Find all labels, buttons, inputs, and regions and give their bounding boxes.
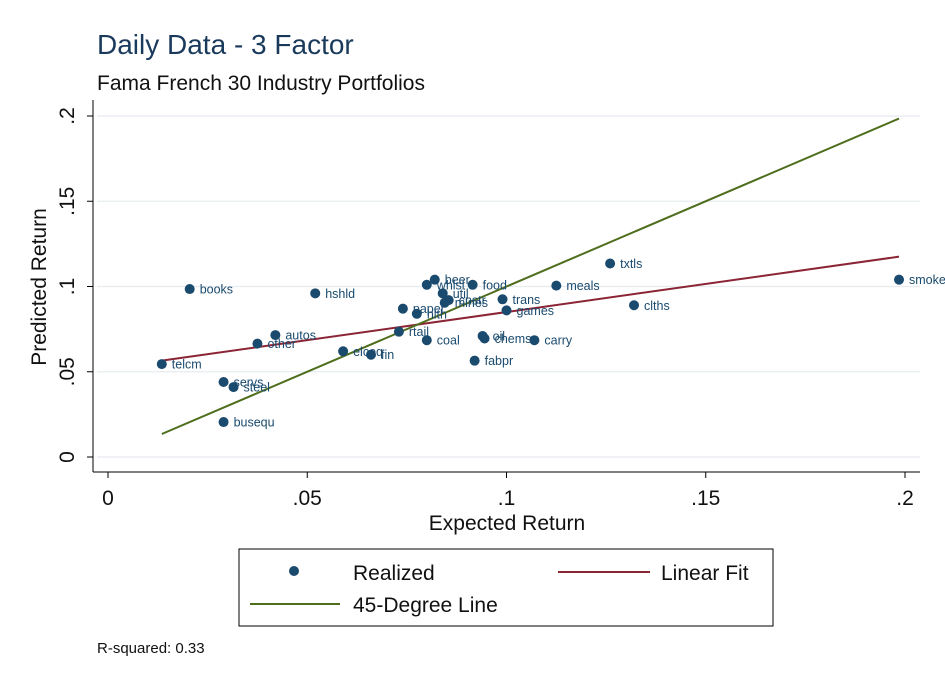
data-label-fabpr: fabpr [485,354,514,368]
chart-subtitle: Fama French 30 Industry Portfolios [97,72,425,95]
data-point-fin [366,349,377,360]
data-label-rtail: rtail [409,325,429,339]
data-point-chems [479,333,490,344]
data-point-elceq [338,346,349,357]
y-tick-label-0: 0 [56,451,79,463]
data-label-meals: meals [566,279,599,293]
x-axis-ticks: 0 .05 .1 .15 .2 [102,472,914,510]
data-label-beer: beer [445,273,470,287]
series-line-linear-fit [161,255,900,362]
data-label-other: other [267,337,296,351]
data-point-smoke [894,274,905,285]
x-tick-label-0: 0 [102,487,114,510]
data-label-util: util [453,287,469,301]
data-point-trans [497,294,508,305]
data-point-busequ [218,417,229,428]
data-label-trans: trans [513,293,541,307]
data-label-food: food [483,278,507,292]
data-label-txtls: txtls [620,257,642,271]
data-label-busequ: busequ [234,416,275,430]
y-axis-label: Predicted Return [28,208,51,366]
data-label-steel: steel [244,381,270,395]
data-label-carry: carry [544,334,573,348]
y-tick-label-2: .1 [56,278,79,296]
data-label-telcm: telcm [172,358,202,372]
legend-label-realized: Realized [353,562,435,585]
data-point-hshld [310,288,321,299]
data-point-txtls [605,258,616,269]
x-axis-label: Expected Return [429,512,585,535]
series-line-45-degree-line [161,117,900,435]
data-label-cnstr: cnstr [459,294,486,308]
data-point-other [252,338,263,349]
data-label-mines: mines [455,296,488,310]
data-label-paper: paper [413,302,445,316]
data-point-books [184,284,195,295]
data-point-coal [421,335,432,346]
chart-title: Daily Data - 3 Factor [97,29,354,60]
data-point-util [437,288,448,299]
data-point-food [467,279,478,290]
data-label-chems: chems [495,332,532,346]
y-axis-ticks: 0 .05 .1 .15 .2 [56,107,93,463]
legend-box [238,548,774,627]
data-label-fin: fin [381,348,394,362]
y-tick-label-4: .2 [56,107,79,125]
data-point-paper [397,303,408,314]
r-squared-note: R-squared: 0.33 [97,640,205,657]
data-label-coal: coal [437,334,460,348]
scatter-points [156,258,905,428]
data-label-games: games [517,304,555,318]
data-label-elceq: elceq [353,345,383,359]
data-label-hshld: hshld [325,287,355,301]
data-point-autos [270,330,281,341]
data-point-steel [228,382,239,393]
data-label-servs: servs [234,375,264,389]
legend-label-45-degree-line: 45-Degree Line [353,594,498,617]
legend: Realized Linear Fit 45-Degree Line [238,548,774,627]
data-point-beer [429,274,440,285]
data-label-books: books [200,283,233,297]
y-tick-label-1: .05 [56,357,79,386]
data-point-meals [551,280,562,291]
data-point-games [501,305,512,316]
data-point-whlsl [421,279,432,290]
legend-label-linear-fit: Linear Fit [661,562,749,585]
data-point-telcm [156,359,167,370]
data-point-hlth [411,308,422,319]
data-label-smoke: smoke [909,273,945,287]
data-point-clths [629,300,640,311]
x-tick-label-3: .15 [691,487,720,510]
data-point-fabpr [469,355,480,366]
data-point-rtail [393,326,404,337]
legend-marker-realized [289,566,299,576]
data-label-oil: oil [493,329,506,343]
x-tick-label-4: .2 [896,487,914,510]
data-label-autos: autos [285,329,316,343]
data-label-whlsl: whlsl [436,278,465,292]
data-label-clths: clths [644,299,670,313]
data-label-hlth: hlth [427,307,447,321]
data-point-servs [218,376,229,387]
data-point-carry [529,335,540,346]
y-tick-label-3: .15 [56,187,79,216]
data-point-cnstr [443,295,454,306]
fit-lines [161,117,900,435]
x-tick-label-1: .05 [293,487,322,510]
x-tick-label-2: .1 [498,487,516,510]
